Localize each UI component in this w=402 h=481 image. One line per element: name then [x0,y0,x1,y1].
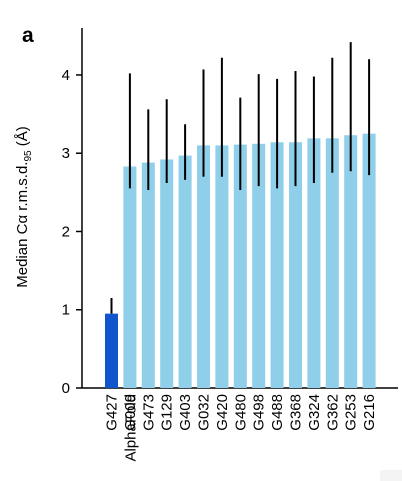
x-tick-label: G324 [306,394,323,431]
x-tick-label: G473 [140,394,157,431]
panel-label: a [22,24,34,47]
y-tick-label: 3 [62,145,70,162]
bar [289,142,302,388]
y-tick-label: 4 [62,67,70,84]
x-tick-label: G368 [288,394,305,431]
x-tick-label: G420 [214,394,231,431]
bar [362,133,376,388]
x-tick-label: G253 [343,394,360,431]
x-tick-label: G403 [177,394,194,431]
corner-box [380,470,402,481]
y-tick-label: 1 [62,302,70,319]
x-tick-label: G427 [104,394,121,431]
y-tick-label: 2 [62,223,70,240]
svg-text:Median Cα r.m.s.d.95 (Å): Median Cα r.m.s.d.95 (Å) [14,126,34,288]
x-tick-label: G498 [251,394,268,431]
x-tick-label: G362 [324,394,341,431]
x-tick-label: AlphaFold [123,394,140,462]
x-tick-label: G129 [159,394,176,431]
x-tick-label: G480 [232,394,249,431]
bar [197,145,210,388]
bar [325,138,339,388]
bar [344,135,358,388]
x-tick-label: G488 [269,394,286,431]
bar [160,159,174,388]
bar [307,138,321,388]
plot-area: 0 1 2 3 4 [62,28,398,397]
x-tick-label: G216 [361,394,378,431]
x-tick-label: G009 [122,394,139,431]
x-tick-label: G032 [196,394,213,431]
bar [141,162,155,388]
bar [178,155,192,388]
bar [270,142,284,388]
bar [123,166,137,388]
y-tick-label: 0 [62,380,70,397]
y-axis-label: Median Cα r.m.s.d.95 (Å) [14,126,34,288]
bar [215,145,229,388]
bar [233,144,247,388]
bar-highlight [105,313,118,388]
bar [252,143,266,388]
